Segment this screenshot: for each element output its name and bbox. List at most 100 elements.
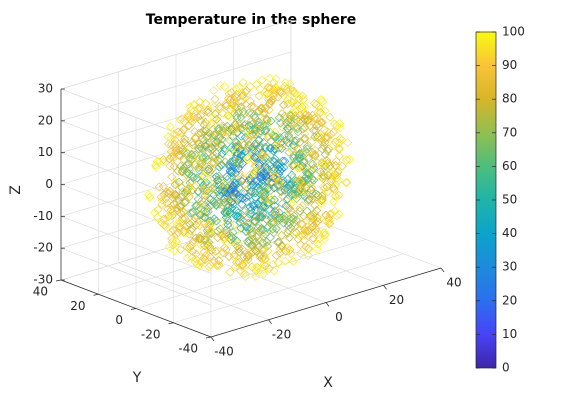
scatter-point bbox=[240, 179, 250, 189]
scatter-point bbox=[182, 167, 192, 177]
scatter-point bbox=[252, 125, 262, 135]
scatter-point bbox=[310, 149, 320, 159]
scatter-point bbox=[298, 177, 308, 187]
z-tick-label: 0 bbox=[45, 177, 53, 191]
scatter-point bbox=[214, 102, 224, 112]
scatter-point bbox=[164, 154, 174, 164]
scatter-point bbox=[259, 269, 269, 279]
scatter-point bbox=[166, 209, 176, 219]
scatter-point bbox=[233, 224, 243, 234]
scatter-point bbox=[335, 134, 345, 144]
scatter-point bbox=[230, 101, 240, 111]
scatter-point bbox=[295, 176, 305, 186]
scatter-point bbox=[188, 237, 198, 247]
scatter-point bbox=[207, 131, 217, 141]
scatter-point bbox=[275, 244, 285, 254]
scatter-point bbox=[301, 167, 311, 177]
scatter-point bbox=[313, 217, 323, 227]
scatter-point bbox=[263, 246, 273, 256]
scatter-point bbox=[184, 159, 194, 169]
scatter-point bbox=[251, 162, 261, 172]
scatter-point bbox=[178, 187, 188, 197]
scatter-point bbox=[342, 178, 352, 188]
scatter-point bbox=[286, 206, 296, 216]
scatter-point bbox=[175, 145, 185, 155]
scatter-point bbox=[234, 168, 244, 178]
scatter-point bbox=[334, 151, 344, 161]
scatter-point bbox=[220, 146, 230, 156]
scatter-point bbox=[217, 134, 227, 144]
scatter-point bbox=[262, 199, 272, 209]
scatter-point bbox=[231, 84, 241, 94]
scatter-point bbox=[215, 104, 225, 114]
scatter-point bbox=[187, 252, 197, 262]
scatter-point bbox=[264, 183, 274, 193]
scatter-point bbox=[171, 143, 181, 153]
scatter-point bbox=[259, 165, 269, 175]
scatter-point bbox=[225, 135, 234, 145]
scatter-point bbox=[230, 125, 240, 135]
scatter-point bbox=[307, 194, 317, 204]
scatter-point bbox=[171, 236, 181, 246]
scatter-point bbox=[271, 74, 281, 84]
scatter-point bbox=[269, 85, 279, 95]
scatter-point bbox=[235, 217, 245, 227]
scatter-point bbox=[310, 113, 320, 123]
scatter-point bbox=[310, 151, 320, 161]
scatter-point bbox=[204, 237, 214, 247]
scatter-point bbox=[241, 99, 251, 109]
scatter-point bbox=[245, 131, 255, 141]
scatter-point bbox=[237, 199, 247, 209]
scatter-point bbox=[288, 214, 298, 224]
scatter-point bbox=[250, 263, 260, 273]
scatter-point bbox=[234, 83, 244, 93]
scatter-point bbox=[316, 198, 326, 208]
scatter-point bbox=[269, 78, 279, 88]
scatter-point bbox=[293, 119, 303, 129]
scatter-point bbox=[152, 212, 162, 222]
scatter-point bbox=[198, 154, 208, 164]
scatter-point bbox=[332, 121, 342, 131]
scatter-point bbox=[241, 222, 251, 232]
scatter-point bbox=[246, 101, 256, 111]
scatter-point bbox=[312, 244, 322, 254]
scatter-point bbox=[240, 269, 250, 279]
scatter-point bbox=[311, 224, 321, 234]
scatter-point bbox=[204, 164, 214, 174]
scatter-point bbox=[274, 208, 284, 218]
scatter-point bbox=[298, 176, 308, 186]
scatter-point bbox=[334, 143, 344, 153]
scatter-point bbox=[279, 139, 288, 149]
scatter-point bbox=[199, 247, 209, 257]
scatter-point bbox=[185, 178, 195, 188]
scatter-points bbox=[144, 73, 354, 281]
scatter-point bbox=[260, 254, 270, 264]
scatter-point bbox=[184, 164, 194, 174]
scatter-point bbox=[242, 250, 252, 260]
scatter-point bbox=[219, 198, 229, 207]
scatter-point bbox=[144, 190, 154, 200]
scatter-point bbox=[242, 152, 252, 162]
scatter-point bbox=[259, 259, 269, 269]
scatter-point bbox=[318, 97, 328, 107]
scatter-point bbox=[277, 214, 287, 224]
scatter-point bbox=[246, 187, 256, 197]
scatter-point bbox=[252, 139, 262, 149]
scatter-point bbox=[227, 197, 237, 207]
scatter-point bbox=[308, 211, 318, 221]
scatter-point bbox=[254, 213, 264, 223]
scatter-point bbox=[249, 238, 259, 248]
scatter-point bbox=[182, 185, 192, 195]
scatter-point bbox=[223, 196, 233, 206]
colorbar: 0 10 20 30 40 50 60 70 80 90 100 bbox=[475, 25, 525, 375]
scatter-point bbox=[187, 149, 197, 159]
scatter-point bbox=[233, 211, 243, 221]
scatter-point bbox=[252, 262, 262, 272]
scatter-point bbox=[298, 116, 308, 126]
scatter-point bbox=[268, 224, 278, 234]
scatter-point bbox=[224, 160, 234, 170]
scatter-point bbox=[214, 126, 224, 136]
scatter-point bbox=[280, 156, 290, 166]
scatter-point bbox=[223, 216, 233, 226]
